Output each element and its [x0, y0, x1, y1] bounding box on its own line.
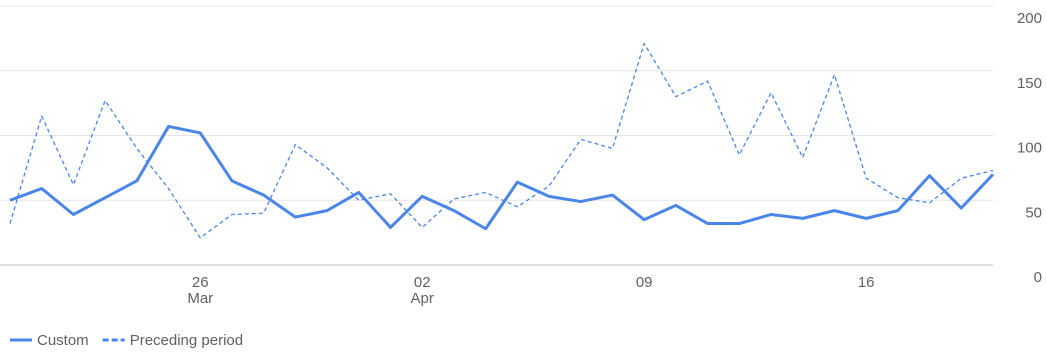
x-tick-label: 09	[636, 274, 653, 291]
y-tick-label: 200	[1017, 10, 1042, 27]
series-line	[9, 124, 995, 231]
y-tick-label: 50	[1025, 204, 1042, 221]
y-tick-label: 150	[1017, 75, 1042, 92]
x-tick-label: 26	[192, 274, 209, 291]
y-tick-label: 0	[1034, 269, 1042, 286]
x-tick-label: 16	[858, 274, 875, 291]
x-tick-sublabel: Apr	[411, 290, 434, 307]
x-tick-label: 02	[414, 274, 431, 291]
legend-label: Preceding period	[130, 332, 243, 349]
series-line	[9, 42, 994, 239]
x-tick-sublabel: Mar	[187, 290, 213, 307]
legend-label: Custom	[37, 332, 89, 349]
y-tick-label: 100	[1017, 140, 1042, 157]
